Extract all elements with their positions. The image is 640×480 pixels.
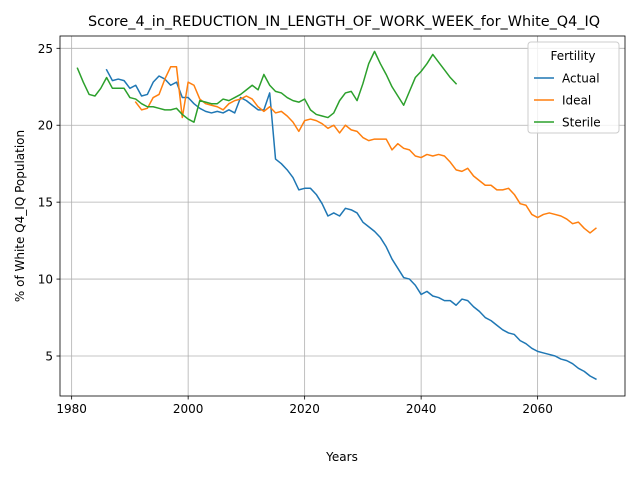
y-axis-label: % of White Q4_IQ Population (13, 130, 27, 302)
legend-box (527, 41, 620, 134)
series-lines (76, 50, 597, 381)
x-axis-label: Years (325, 450, 358, 464)
x-tick-label: 1980 (56, 402, 87, 416)
y-tick-label: 20 (38, 119, 53, 133)
y-tick-label: 15 (38, 196, 53, 210)
ticks: 1980 2000 2020 2040 2060 5 10 15 20 25 (38, 42, 553, 416)
x-tick-label: 2040 (406, 402, 437, 416)
plot-frame (59, 35, 626, 397)
legend-label-sterile: Sterile (562, 116, 601, 130)
series-line-sterile (76, 50, 458, 123)
series-line-ideal (134, 66, 597, 234)
legend: Fertility Actual Ideal Sterile (527, 41, 620, 134)
legend-label-ideal: Ideal (562, 94, 591, 108)
x-tick-label: 2000 (173, 402, 204, 416)
chart-title: Score_4_in_REDUCTION_IN_LENGTH_OF_WORK_W… (88, 14, 600, 30)
y-tick-label: 10 (38, 273, 53, 287)
series-line-actual (105, 68, 597, 381)
y-tick-label: 25 (38, 42, 53, 56)
legend-title: Fertility (550, 49, 595, 63)
legend-label-actual: Actual (562, 72, 600, 86)
x-tick-label: 2060 (522, 402, 553, 416)
y-tick-label: 5 (45, 350, 53, 364)
x-tick-label: 2020 (289, 402, 320, 416)
